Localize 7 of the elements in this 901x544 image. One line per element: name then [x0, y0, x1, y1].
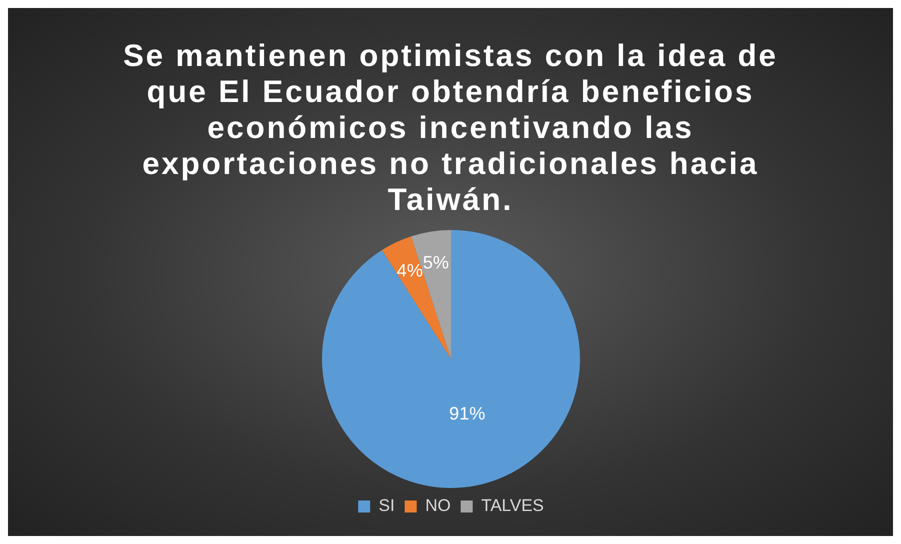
- legend-label: SI: [378, 496, 394, 516]
- legend-label: TALVES: [480, 496, 544, 516]
- legend-label: NO: [424, 496, 450, 516]
- data-label: 5%: [422, 252, 448, 272]
- data-label: 91%: [448, 404, 485, 424]
- data-label: 4%: [396, 260, 422, 280]
- chart-title: Se mantienen optimistas con la idea de que El Ecuador obtendría beneficios económicos incentivando las exportaciones no tradicionales hacia Taiwán.: [122, 38, 779, 218]
